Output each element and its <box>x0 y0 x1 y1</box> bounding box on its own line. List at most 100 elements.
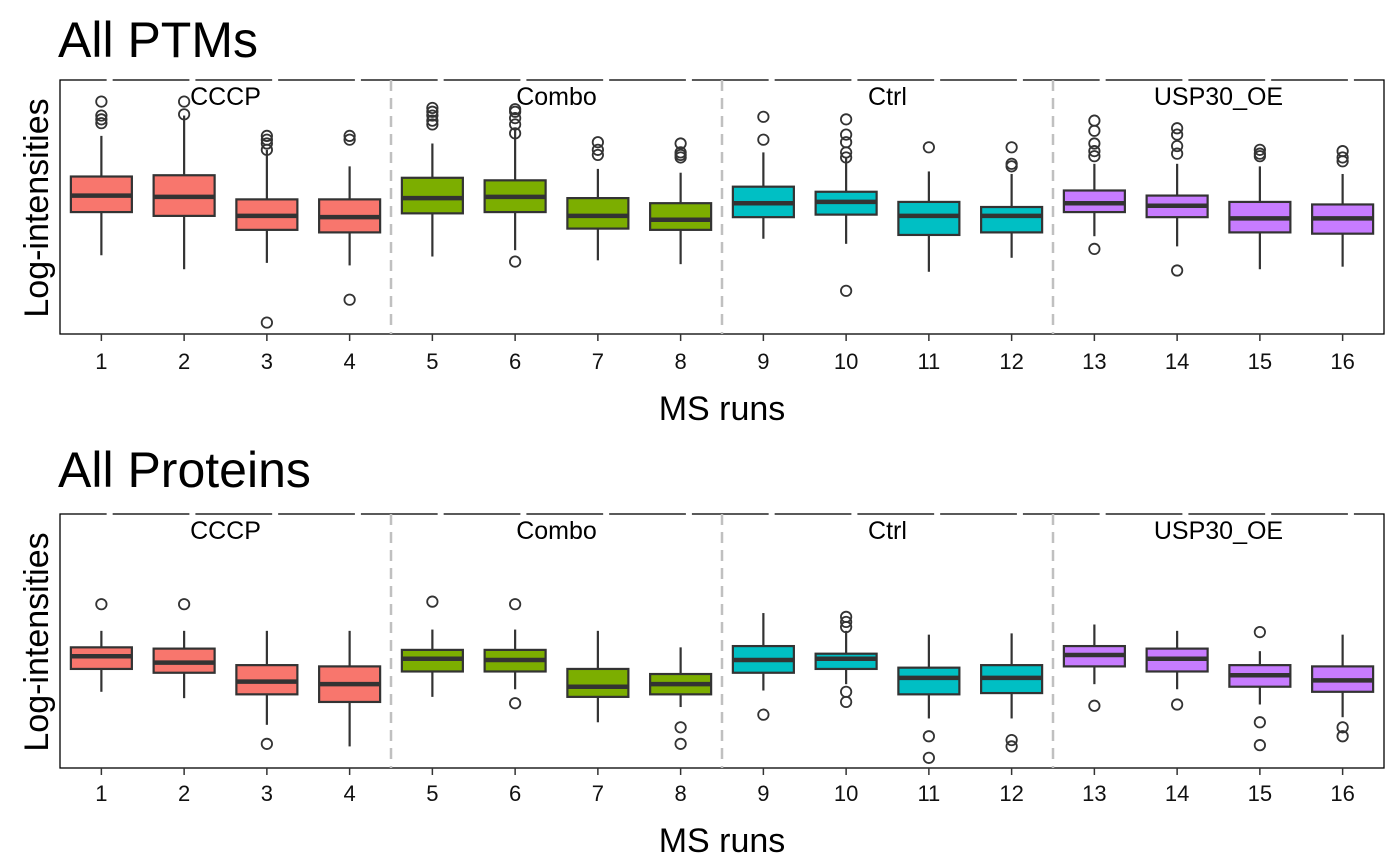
outlier-point <box>95 109 108 122</box>
x-tick-label: 3 <box>261 349 273 374</box>
outlier-point <box>674 146 687 159</box>
x-axis-title: MS runs <box>659 822 786 860</box>
outlier-point <box>1336 730 1349 743</box>
box-run-7 <box>566 630 630 723</box>
outlier-point <box>509 255 522 268</box>
box-run-9 <box>731 110 795 239</box>
box-iqr <box>897 200 961 237</box>
x-tick-label: 2 <box>178 349 190 374</box>
box-run-2 <box>152 95 216 270</box>
outlier-point <box>1253 147 1266 160</box>
x-tick-label: 14 <box>1165 349 1189 374</box>
x-tick-label: 1 <box>95 349 107 374</box>
box-run-12 <box>980 633 1044 753</box>
outlier-point <box>1336 145 1349 158</box>
outlier-point <box>674 137 687 150</box>
outlier-point <box>840 136 853 149</box>
frame-gap <box>1016 79 1023 82</box>
x-tick-label: 13 <box>1082 781 1106 806</box>
outlier-point <box>1171 122 1184 135</box>
outlier-point <box>840 610 853 623</box>
frame-gap <box>1099 79 1106 82</box>
outlier-point <box>922 751 935 764</box>
outlier-point <box>840 113 853 126</box>
box-run-12 <box>980 141 1044 258</box>
box-run-15 <box>1228 143 1292 270</box>
outlier-point <box>591 148 604 162</box>
outlier-point <box>840 615 853 629</box>
box-run-11 <box>897 141 961 272</box>
frame-gap <box>934 513 941 516</box>
frame-gap <box>189 79 196 82</box>
outlier-point <box>840 284 853 297</box>
box-run-6 <box>483 103 547 268</box>
outlier-point <box>95 95 108 108</box>
outlier-point <box>1171 139 1184 153</box>
frame-gap <box>685 513 692 516</box>
outlier-point <box>1088 242 1101 256</box>
outlier-point <box>509 118 522 131</box>
frame-gap <box>603 513 610 516</box>
box-run-1 <box>69 598 133 692</box>
outlier-point <box>426 118 439 131</box>
x-tick-label: 16 <box>1330 349 1354 374</box>
chart-title: All Proteins <box>58 442 311 498</box>
outlier-point <box>922 730 935 743</box>
outlier-point <box>1088 699 1101 712</box>
box-run-5 <box>400 595 464 697</box>
box-iqr <box>897 666 961 696</box>
frame-gap <box>1182 79 1189 82</box>
frame-gap <box>189 513 196 516</box>
outlier-point <box>1171 147 1184 160</box>
box-run-14 <box>1145 122 1209 277</box>
outlier-point <box>1005 157 1018 170</box>
outlier-point <box>178 598 191 611</box>
outlier-point <box>1088 150 1101 163</box>
x-tick-label: 15 <box>1248 781 1272 806</box>
frame-gap <box>1182 513 1189 516</box>
x-tick-label: 2 <box>178 781 190 806</box>
x-tick-label: 6 <box>509 781 521 806</box>
x-tick-label: 6 <box>509 349 521 374</box>
frame-gap <box>1016 513 1023 516</box>
outlier-point <box>1088 145 1101 158</box>
outlier-point <box>178 108 191 121</box>
outlier-point <box>426 109 439 122</box>
box-run-4 <box>318 129 382 306</box>
group-label: Ctrl <box>868 517 907 545</box>
outlier-point <box>1088 114 1101 127</box>
outlier-point <box>1253 143 1266 156</box>
x-tick-label: 5 <box>426 781 438 806</box>
outlier-point <box>674 721 687 734</box>
outlier-point <box>840 685 853 698</box>
frame-gap <box>272 79 279 82</box>
outlier-point <box>1171 264 1184 277</box>
outlier-point <box>426 105 439 118</box>
outlier-point <box>343 129 356 142</box>
outlier-point <box>95 117 108 130</box>
group-label: Ctrl <box>868 83 907 111</box>
outlier-point <box>1336 721 1349 734</box>
box-run-1 <box>69 95 133 256</box>
outlier-point <box>260 129 273 142</box>
box-run-13 <box>1062 114 1126 256</box>
outlier-point <box>1005 740 1018 753</box>
frame-gap <box>354 513 361 516</box>
box-run-10 <box>814 610 878 709</box>
x-tick-label: 3 <box>261 781 273 806</box>
outlier-point <box>178 95 191 108</box>
box-run-3 <box>235 630 299 750</box>
group-label: CCCP <box>190 517 261 545</box>
box-iqr <box>566 667 630 698</box>
x-tick-label: 10 <box>834 349 858 374</box>
outlier-point <box>1005 733 1018 747</box>
x-tick-label: 7 <box>592 349 604 374</box>
frame-gap <box>1099 513 1106 516</box>
group-label: CCCP <box>190 83 261 111</box>
x-axis-title: MS runs <box>659 390 786 428</box>
x-tick-label: 12 <box>999 349 1023 374</box>
box-run-10 <box>814 113 878 297</box>
x-tick-label: 9 <box>757 349 769 374</box>
panel-1: CCCP Combo Ctrl USP30_OE1 2 3 4 5 6 7 8 9 10 11 12 13 14… <box>18 12 1385 428</box>
